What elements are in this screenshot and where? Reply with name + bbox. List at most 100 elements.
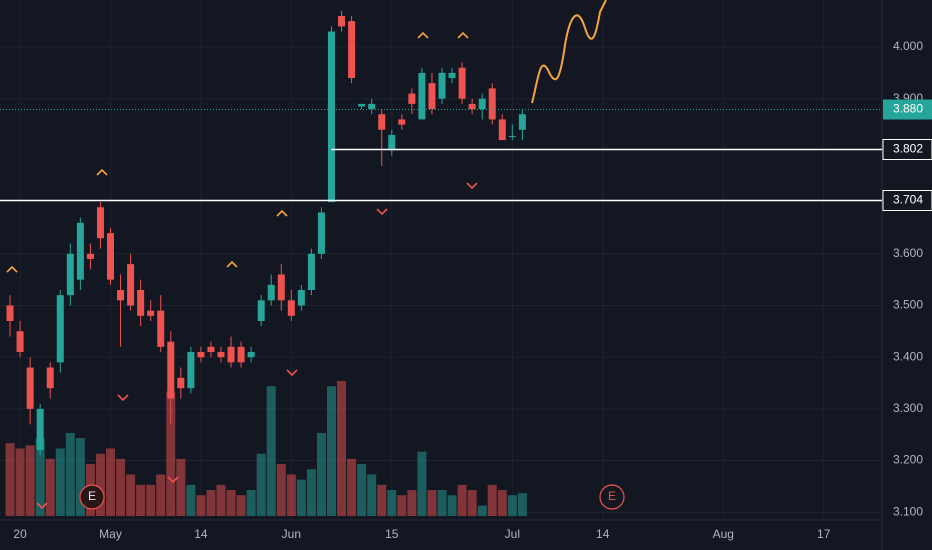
volume-bar (447, 495, 457, 516)
low-marker (36, 502, 48, 510)
volume-bar (206, 490, 216, 516)
candle-body (478, 98, 486, 110)
volume-bar (457, 484, 467, 516)
volume-bar (226, 490, 236, 516)
volume-bar (35, 438, 45, 516)
candle-body (448, 72, 456, 79)
candle-body (388, 134, 396, 151)
volume-bar (196, 495, 206, 516)
candle-body (498, 119, 506, 141)
candle-body (46, 367, 54, 389)
volume-bar (497, 490, 507, 516)
volume-bar (25, 445, 35, 516)
candle-body (6, 305, 14, 321)
candle-body (287, 300, 295, 316)
candle-body (137, 289, 145, 316)
candle-body (107, 233, 115, 280)
volume-bar (327, 386, 337, 516)
volume-bar (136, 484, 146, 516)
candle-body (267, 284, 275, 301)
volume-bar (296, 479, 306, 516)
volume-bar (236, 495, 246, 516)
candle-body (157, 310, 165, 347)
candle-body (468, 103, 476, 110)
candle-body (328, 31, 336, 203)
candle-body (438, 72, 446, 99)
earnings-text: E (608, 489, 616, 503)
y-tick-label: 3.100 (893, 504, 923, 518)
candle-body (237, 346, 245, 363)
volume-bar (256, 453, 266, 516)
y-tick-label: 3.400 (893, 349, 923, 363)
volume-bar (146, 484, 156, 516)
last-price-box (883, 99, 932, 120)
level-label: 3.704 (893, 193, 923, 207)
candle-body (117, 289, 125, 301)
candle-body (338, 16, 346, 27)
volume-bar (306, 469, 316, 516)
volume-bar (417, 451, 427, 516)
markers (6, 0, 607, 510)
earnings: E E (79, 484, 625, 510)
x-tick-label: 17 (817, 527, 831, 541)
volume-bar (397, 495, 407, 516)
volume-bar (55, 448, 65, 516)
volume-bar (517, 493, 527, 516)
high-marker (6, 265, 18, 273)
candle-body (458, 67, 466, 99)
level-label-box (882, 139, 932, 160)
y-tick-label: 3.500 (893, 298, 923, 312)
candle-body (358, 103, 366, 107)
volume-bar (116, 458, 126, 516)
candle-body (227, 346, 235, 363)
level-label: 3.802 (893, 142, 923, 156)
candle-layer (6, 10, 526, 456)
candle-body (488, 88, 496, 120)
high-marker (96, 168, 108, 176)
y-tick-label: 3.600 (893, 246, 923, 260)
candle-body (96, 207, 104, 239)
volume-bar (216, 484, 226, 516)
x-tick-label: 14 (194, 527, 208, 541)
volume-bar (487, 484, 497, 516)
low-marker (376, 208, 388, 216)
volume-bar (387, 490, 397, 516)
volume-bar (95, 453, 105, 516)
y-tick-label: 4.000 (893, 39, 923, 53)
high-marker (457, 31, 469, 39)
x-tick-label: Aug (713, 527, 734, 541)
x-tick-label: 14 (596, 527, 610, 541)
candle-body (147, 310, 155, 316)
candle-body (428, 83, 436, 110)
candle-body (518, 114, 526, 130)
volume-bar (427, 490, 437, 516)
candle-body (257, 300, 265, 321)
y-tick-label: 3.300 (893, 401, 923, 415)
earnings-badge (599, 484, 625, 510)
volume-layer (5, 381, 527, 516)
low-marker (286, 369, 298, 377)
candle-body (368, 103, 376, 110)
volume-bar (75, 438, 85, 516)
volume-bar (377, 484, 387, 516)
high-marker (276, 209, 288, 217)
volume-bar (467, 490, 477, 516)
candle-body (348, 21, 356, 79)
volume-bar (337, 381, 347, 516)
candle-body (217, 352, 225, 358)
x-tick-label: 15 (385, 527, 399, 541)
volume-bar (45, 458, 55, 516)
x-tick-label: May (99, 527, 122, 541)
volume-bar (357, 464, 367, 516)
volume-bar (276, 464, 286, 516)
candle-body (167, 341, 175, 399)
candle-body (66, 253, 74, 296)
volume-bar (316, 432, 326, 516)
volume-bar (246, 490, 256, 516)
level-label-box (882, 190, 932, 211)
volume-bar (347, 458, 357, 516)
earnings-text: E (88, 489, 96, 503)
